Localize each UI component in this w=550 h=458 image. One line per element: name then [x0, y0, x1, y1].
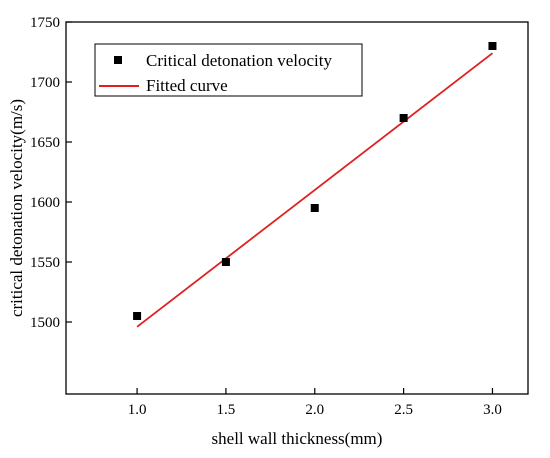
y-tick-label: 1650: [30, 135, 60, 151]
data-point: [133, 312, 142, 320]
data-point: [399, 114, 408, 122]
x-tick-label: 3.0: [483, 402, 502, 418]
x-axis-label: shell wall thickness(mm): [212, 429, 383, 448]
legend-label-scatter: Critical detonation velocity: [146, 51, 333, 70]
plot-frame: [65, 21, 529, 395]
y-tick-label: 1500: [30, 315, 60, 331]
plot-border: [65, 21, 529, 395]
data-point: [221, 258, 230, 266]
legend: Critical detonation velocity Fitted curv…: [94, 43, 363, 97]
y-tick-label: 1550: [30, 255, 60, 271]
y-axis-ticks: 1500 1550 1600 1650 1700 1750: [30, 15, 72, 331]
data-marks: [133, 42, 497, 328]
x-tick-label: 2.5: [394, 402, 413, 418]
fitted-curve-line: [136, 52, 494, 328]
x-axis-ticks: 1.0 1.5 2.0 2.5 3.0: [128, 388, 502, 418]
x-tick-label: 1.5: [217, 402, 236, 418]
x-tick-label: 2.0: [305, 402, 324, 418]
y-axis-label: critical detonation velocity(m/s): [7, 99, 26, 317]
data-point: [310, 204, 319, 212]
y-tick-label: 1750: [30, 15, 60, 31]
legend-square-marker-icon: [114, 56, 122, 64]
legend-label-fit: Fitted curve: [146, 76, 228, 95]
legend-box: [94, 43, 363, 97]
y-tick-label: 1700: [30, 75, 60, 91]
data-point: [488, 42, 497, 50]
x-tick-label: 1.0: [128, 402, 147, 418]
y-tick-label: 1600: [30, 195, 60, 211]
